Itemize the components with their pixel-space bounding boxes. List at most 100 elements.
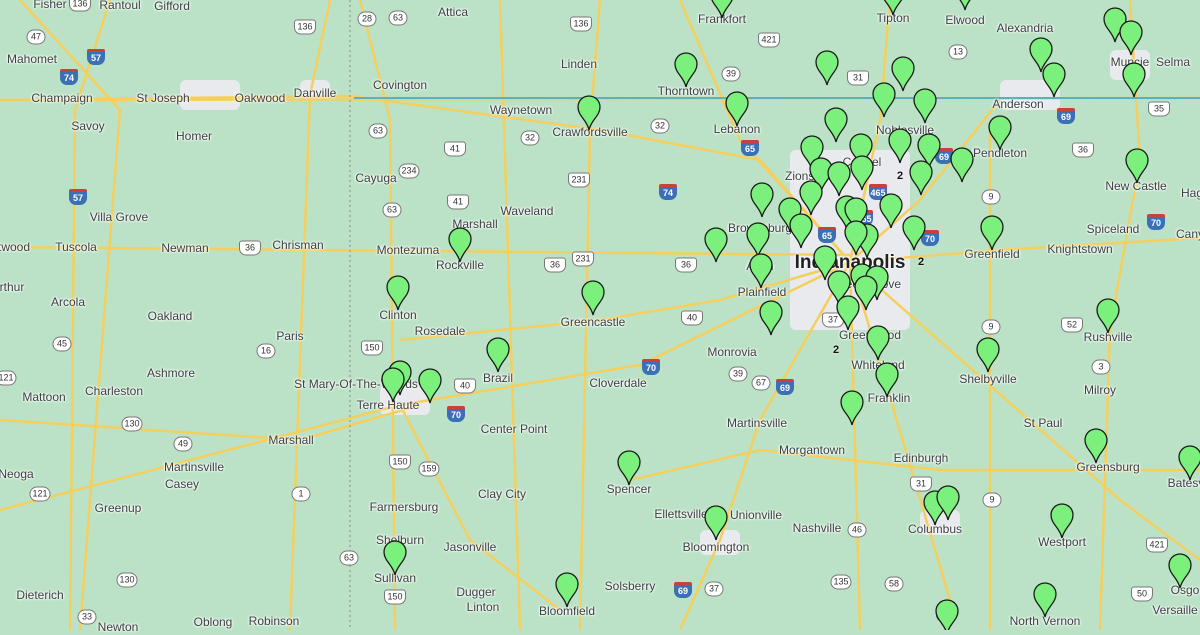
map-pin-icon[interactable] bbox=[1029, 37, 1053, 73]
place-label: Sullivan bbox=[373, 571, 417, 585]
map-pin-icon[interactable] bbox=[750, 182, 774, 218]
us-highway-shield-icon: 41 bbox=[447, 194, 469, 210]
us-highway-shield-icon: 35 bbox=[1148, 101, 1170, 117]
map-pin-icon[interactable] bbox=[800, 135, 824, 171]
map-pin-icon[interactable] bbox=[383, 540, 407, 576]
place-label: Greenfield bbox=[964, 247, 1020, 261]
map-pin-icon[interactable] bbox=[840, 390, 864, 426]
map-pin-icon[interactable] bbox=[617, 450, 641, 486]
place-label: Bloomfield bbox=[538, 604, 596, 618]
interstate-shield-icon: 57 bbox=[87, 49, 105, 65]
us-highway-shield-icon: 31 bbox=[910, 476, 932, 492]
interstate-shield-icon: 69 bbox=[674, 582, 692, 598]
map-pin-icon[interactable] bbox=[875, 362, 899, 398]
state-route-shield-icon: 63 bbox=[339, 550, 359, 566]
map-pin-icon[interactable] bbox=[486, 337, 510, 373]
place-label: Rushville bbox=[1083, 330, 1133, 344]
map-pin-icon[interactable] bbox=[1096, 298, 1120, 334]
map-pin-icon[interactable] bbox=[1042, 62, 1066, 98]
place-label: Marshall bbox=[452, 217, 498, 231]
road bbox=[578, 0, 602, 631]
place-label: Dieterich bbox=[16, 588, 64, 602]
map-pin-icon[interactable] bbox=[917, 133, 941, 169]
map-pin-icon[interactable] bbox=[954, 0, 976, 11]
map-pin-icon[interactable] bbox=[711, 0, 733, 19]
place-label: Jasonville bbox=[443, 540, 497, 554]
place-label: Greensburg bbox=[1076, 460, 1140, 474]
place-label: Rockville bbox=[435, 258, 485, 272]
map-pin-icon[interactable] bbox=[674, 52, 698, 88]
map-pin-icon[interactable] bbox=[891, 56, 915, 92]
map-pin-icon[interactable] bbox=[882, 0, 904, 16]
map-pin-icon[interactable] bbox=[849, 133, 873, 169]
map-pin-icon[interactable] bbox=[936, 485, 960, 521]
urban-area bbox=[1000, 80, 1060, 110]
map-pin-icon[interactable] bbox=[988, 115, 1012, 151]
map-pin-icon[interactable] bbox=[704, 505, 728, 541]
map-pin-icon[interactable] bbox=[577, 95, 601, 131]
road bbox=[498, 0, 522, 631]
map-pin-icon[interactable] bbox=[448, 227, 472, 263]
map-pin-icon[interactable] bbox=[935, 599, 959, 630]
map-pin-icon[interactable] bbox=[854, 275, 878, 311]
map-pin-icon[interactable] bbox=[1033, 582, 1057, 618]
map-pin-icon[interactable] bbox=[789, 213, 813, 249]
map-pin-icon[interactable] bbox=[581, 280, 605, 316]
map-pin-icon[interactable] bbox=[866, 325, 890, 361]
map-pin-icon[interactable] bbox=[980, 215, 1004, 251]
map-pin-icon[interactable] bbox=[824, 107, 848, 143]
map-pin-icon[interactable] bbox=[872, 82, 896, 118]
place-label: Osgo bbox=[1170, 583, 1200, 597]
map-pin-icon[interactable] bbox=[909, 160, 933, 196]
map-pin-icon[interactable] bbox=[386, 275, 410, 311]
place-label: Savoy bbox=[71, 119, 105, 133]
place-label: Linton bbox=[466, 600, 500, 614]
map-pin-icon[interactable] bbox=[1122, 62, 1146, 98]
map-pin-icon[interactable] bbox=[1125, 148, 1149, 184]
place-label: Marshall bbox=[268, 433, 314, 447]
map-pin-icon[interactable] bbox=[725, 91, 749, 127]
map-pin-icon[interactable] bbox=[850, 155, 874, 191]
place-label: Spiceland bbox=[1086, 222, 1140, 236]
map-pin-icon[interactable] bbox=[836, 295, 860, 331]
map-pin-icon[interactable] bbox=[813, 245, 837, 281]
map-pin-icon[interactable] bbox=[976, 337, 1000, 373]
map-pin-icon[interactable] bbox=[746, 222, 770, 258]
map-pin-icon[interactable] bbox=[1050, 503, 1074, 539]
map-pin-icon[interactable] bbox=[827, 161, 851, 197]
map-pin-icon[interactable] bbox=[1119, 20, 1143, 56]
map-pin-icon[interactable] bbox=[1168, 553, 1192, 589]
place-label: Spencer bbox=[606, 482, 652, 496]
map-pin-icon[interactable] bbox=[844, 197, 868, 233]
map-pin-icon[interactable] bbox=[902, 215, 926, 251]
map-pin-icon[interactable] bbox=[844, 220, 868, 256]
state-route-shield-icon: 9 bbox=[981, 319, 1001, 335]
map-pin-icon[interactable] bbox=[381, 367, 405, 403]
place-label: Center Point bbox=[480, 422, 548, 436]
map-pin-icon[interactable] bbox=[555, 572, 579, 608]
interstate-shield-icon: 57 bbox=[69, 189, 87, 205]
map-pin-icon[interactable] bbox=[799, 180, 823, 216]
map-pin-icon[interactable] bbox=[815, 50, 839, 86]
map-pin-icon[interactable] bbox=[418, 368, 442, 404]
place-label: Casey bbox=[164, 477, 200, 491]
map-pin-icon[interactable] bbox=[950, 147, 974, 183]
map-pin-icon[interactable] bbox=[749, 253, 773, 289]
state-route-shield-icon: 63 bbox=[388, 10, 408, 26]
map-pin-icon[interactable] bbox=[759, 300, 783, 336]
interstate-shield-icon: 74 bbox=[659, 184, 677, 200]
map-pin-icon[interactable] bbox=[1178, 445, 1200, 481]
map-pin-icon[interactable] bbox=[1084, 428, 1108, 464]
map-pin-icon[interactable] bbox=[704, 227, 728, 263]
place-label: Attica bbox=[437, 5, 469, 19]
map-pin-icon[interactable] bbox=[913, 88, 937, 124]
map-pin-icon[interactable] bbox=[879, 193, 903, 229]
marker-cluster-count: 2 bbox=[917, 256, 925, 268]
map-pin-icon[interactable] bbox=[827, 270, 851, 306]
map-pin-icon[interactable] bbox=[888, 128, 912, 164]
us-highway-shield-icon: 231 bbox=[568, 172, 590, 188]
place-label: Westport bbox=[1038, 535, 1086, 549]
place-label: Robinson bbox=[248, 614, 300, 628]
